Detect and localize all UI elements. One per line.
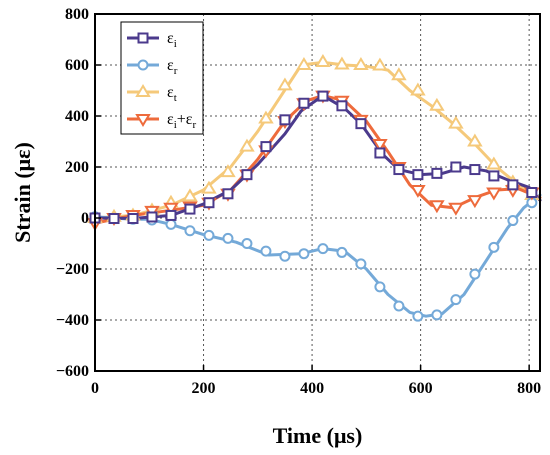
data-point <box>336 100 348 112</box>
data-point <box>165 218 177 230</box>
data-point <box>374 147 386 159</box>
data-point <box>203 197 215 209</box>
data-point <box>450 161 462 173</box>
data-point <box>372 139 388 152</box>
legend: εi εr εt εi+εr <box>120 21 204 135</box>
data-point <box>277 77 293 91</box>
data-point <box>146 211 158 223</box>
tick-labels: 0 200 400 600 800 −600 −400 −200 0 200 400 600 800 <box>56 6 541 397</box>
data-point <box>315 53 331 67</box>
data-point <box>355 258 367 270</box>
legend-swatch-marker <box>135 114 151 127</box>
data-point <box>393 300 405 312</box>
data-point <box>412 310 424 322</box>
data-point <box>182 188 198 202</box>
series-line-1 <box>93 193 542 318</box>
legend-label: εr <box>167 57 178 77</box>
data-point <box>429 97 445 111</box>
data-point <box>469 268 481 280</box>
data-point <box>448 202 464 216</box>
legend-label: εi+εr <box>167 111 197 131</box>
data-point <box>469 164 481 176</box>
data-point <box>410 184 426 198</box>
data-point <box>486 156 502 170</box>
data-point <box>431 167 443 179</box>
data-point <box>222 188 234 200</box>
data-point <box>355 118 367 130</box>
data-point <box>184 203 196 215</box>
x-tick-label: 600 <box>409 380 433 397</box>
data-point <box>353 57 369 70</box>
series-markers <box>87 53 540 322</box>
data-point <box>431 309 443 321</box>
data-point <box>260 245 272 257</box>
data-point <box>317 243 329 255</box>
data-point <box>450 294 462 306</box>
x-tick-label: 800 <box>517 380 541 397</box>
data-point <box>260 141 272 153</box>
data-point <box>279 250 291 262</box>
data-point <box>507 179 519 191</box>
data-point <box>488 241 500 253</box>
data-point <box>467 195 483 209</box>
data-point <box>486 187 502 201</box>
x-tick-label: 400 <box>300 380 324 397</box>
legend-label: εi <box>167 30 177 50</box>
plot-frame <box>94 13 541 372</box>
data-point <box>298 97 310 109</box>
data-point <box>279 114 291 126</box>
data-point <box>336 246 348 258</box>
data-point <box>467 133 483 147</box>
y-axis-label: Strain (με) <box>10 142 35 243</box>
x-tick-label: 0 <box>91 380 99 397</box>
data-point <box>241 238 253 249</box>
x-tick-label: 200 <box>192 380 216 397</box>
legend-swatch-marker <box>137 59 149 71</box>
data-point <box>526 187 538 198</box>
data-point <box>393 164 405 176</box>
y-tick-label: 200 <box>65 159 89 176</box>
data-point <box>108 213 120 225</box>
data-point <box>448 115 464 129</box>
data-point <box>201 180 217 194</box>
y-tick-label: −400 <box>56 312 89 329</box>
y-tick-label: −600 <box>56 363 89 380</box>
data-point <box>184 225 196 237</box>
data-point <box>203 229 215 241</box>
data-point <box>507 215 519 227</box>
data-point <box>239 138 255 152</box>
y-tick-label: 0 <box>81 210 89 227</box>
data-point <box>317 90 329 102</box>
y-tick-label: −200 <box>56 261 89 278</box>
data-point <box>410 82 426 96</box>
data-point <box>258 110 274 124</box>
x-axis-label: Time (μs) <box>273 423 363 448</box>
data-point <box>241 169 253 181</box>
legend-swatch-marker <box>135 84 151 97</box>
data-point <box>163 202 179 216</box>
data-point <box>372 57 388 71</box>
data-point <box>220 164 236 178</box>
data-point <box>374 281 386 293</box>
y-tick-label: 800 <box>65 6 89 23</box>
legend-label: εt <box>167 84 177 104</box>
y-tick-label: 600 <box>65 57 89 74</box>
y-tick-label: 400 <box>65 108 89 125</box>
data-point <box>165 209 177 221</box>
data-point <box>222 232 234 244</box>
data-point <box>298 248 310 260</box>
legend-box <box>120 21 204 135</box>
legend-swatch-marker <box>137 32 149 44</box>
axis-ticks <box>94 13 530 372</box>
data-point <box>334 56 350 70</box>
data-point <box>296 57 312 70</box>
data-point <box>391 67 407 81</box>
data-point <box>488 170 500 182</box>
data-point <box>429 200 445 214</box>
data-point <box>412 169 424 181</box>
data-point <box>127 213 139 225</box>
